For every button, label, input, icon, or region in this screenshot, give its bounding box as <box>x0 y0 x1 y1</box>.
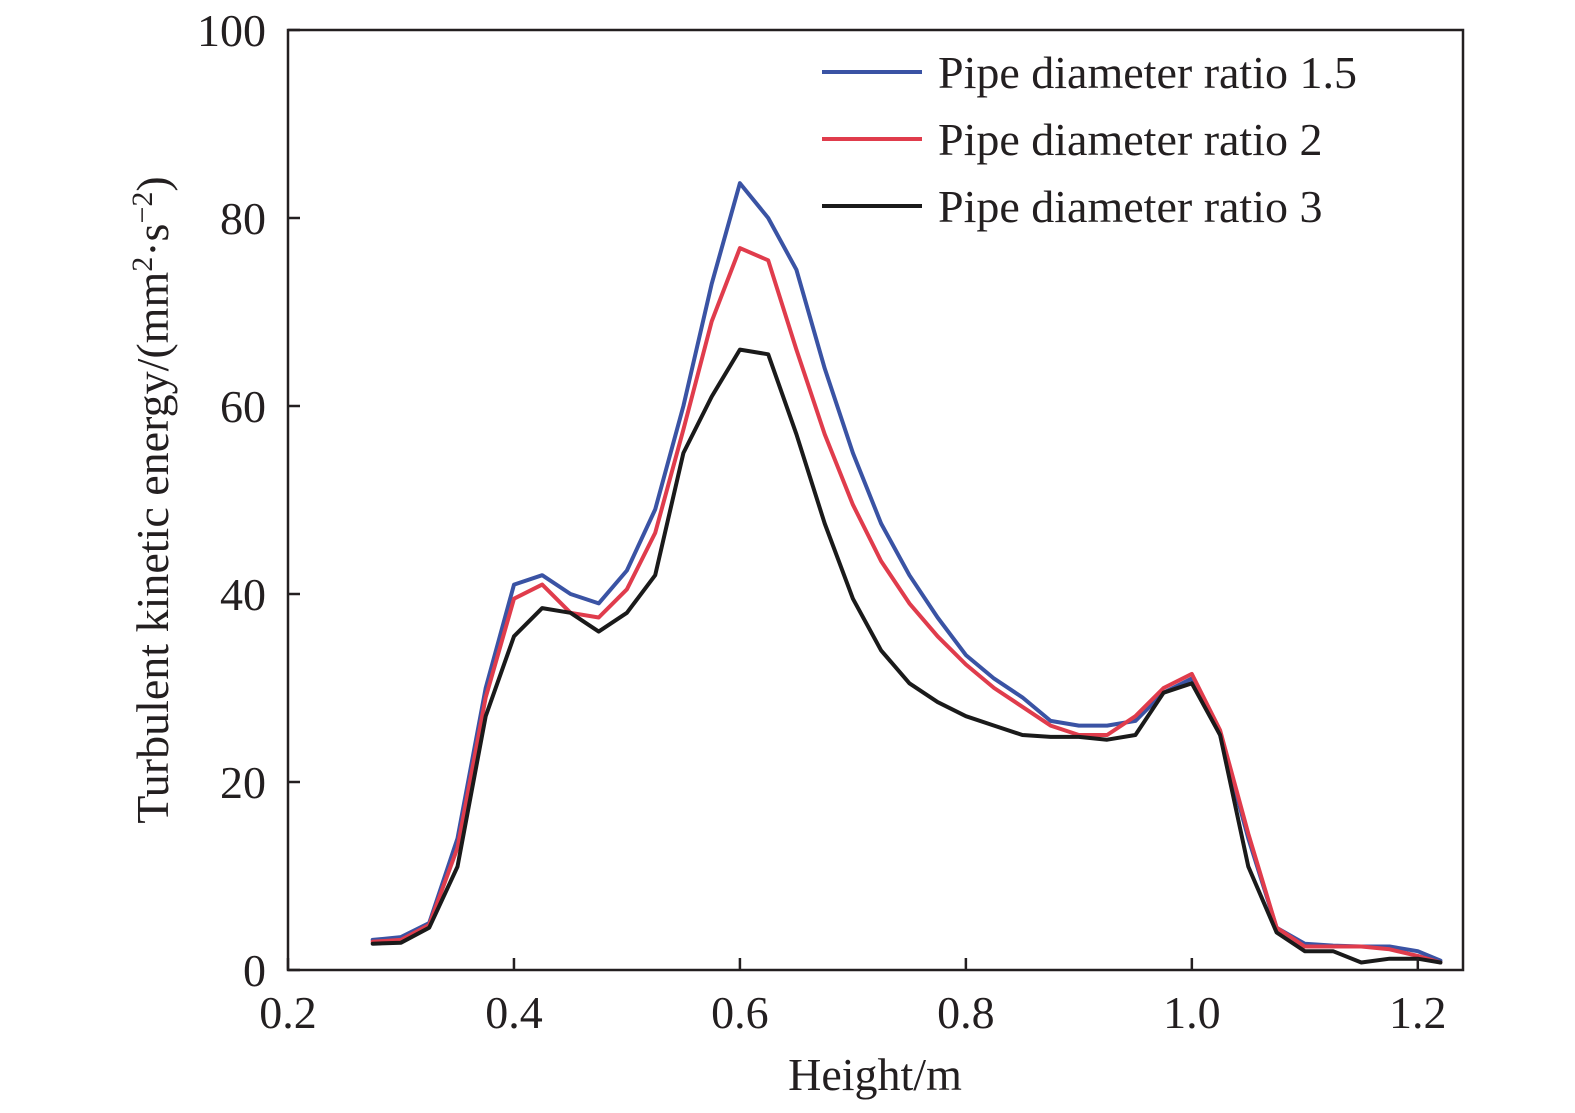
y-tick-label: 20 <box>220 757 266 808</box>
y-tick-label: 80 <box>220 193 266 244</box>
y-tick-label: 40 <box>220 569 266 620</box>
y-axis-title-sup2: −2 <box>126 192 159 224</box>
x-tick-label: 0.2 <box>259 987 317 1038</box>
y-axis-title-mid: ·s <box>127 224 178 257</box>
series-line-3 <box>370 347 1443 965</box>
y-axis-title: Turbulent kinetic energy/(mm2·s−2) <box>126 176 179 823</box>
legend-label-2: Pipe diameter ratio 2 <box>938 114 1323 165</box>
y-tick-label: 60 <box>220 381 266 432</box>
x-axis-ticks: 0.2 0.4 0.6 0.8 1.0 1.2 <box>259 958 1447 1038</box>
x-tick-label: 1.2 <box>1389 987 1447 1038</box>
x-tick-label: 0.6 <box>711 987 769 1038</box>
x-tick-label: 1.0 <box>1163 987 1221 1038</box>
x-tick-label: 0.4 <box>485 987 543 1038</box>
legend: Pipe diameter ratio 1.5 Pipe diameter rat… <box>822 47 1357 232</box>
plot-frame <box>286 28 1465 972</box>
y-axis-ticks: 0 20 40 60 80 100 <box>197 5 300 996</box>
y-tick-label: 100 <box>197 5 266 56</box>
y-axis-title-main: Turbulent kinetic energy/(mm <box>127 272 178 824</box>
y-tick-label: 0 <box>243 945 266 996</box>
x-tick-label: 0.8 <box>937 987 995 1038</box>
series-line-1 <box>370 181 1443 963</box>
y-axis-title-sup1: 2 <box>126 257 159 272</box>
legend-label-1: Pipe diameter ratio 1.5 <box>938 47 1357 98</box>
y-axis-title-end: ) <box>127 176 178 191</box>
axes <box>286 28 1465 972</box>
legend-label-3: Pipe diameter ratio 3 <box>938 181 1323 232</box>
x-axis-title: Height/m <box>788 1049 962 1100</box>
series-line-2 <box>370 246 1443 965</box>
series-layer <box>370 181 1443 965</box>
